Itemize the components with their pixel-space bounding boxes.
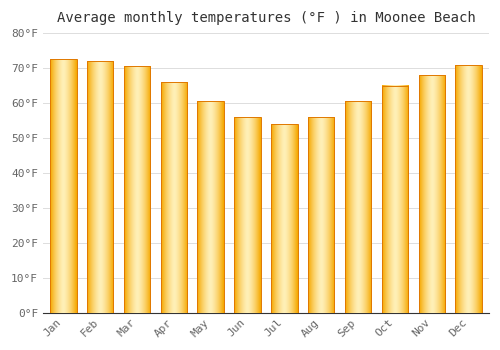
Bar xyxy=(382,86,408,313)
Bar xyxy=(50,60,76,313)
Bar xyxy=(198,102,224,313)
Title: Average monthly temperatures (°F ) in Moonee Beach: Average monthly temperatures (°F ) in Mo… xyxy=(56,11,476,25)
Bar xyxy=(271,124,297,313)
Bar xyxy=(418,75,445,313)
Bar xyxy=(160,82,187,313)
Bar xyxy=(124,66,150,313)
Bar xyxy=(345,102,372,313)
Bar xyxy=(87,61,114,313)
Bar xyxy=(456,65,482,313)
Bar xyxy=(234,117,261,313)
Bar xyxy=(308,117,334,313)
